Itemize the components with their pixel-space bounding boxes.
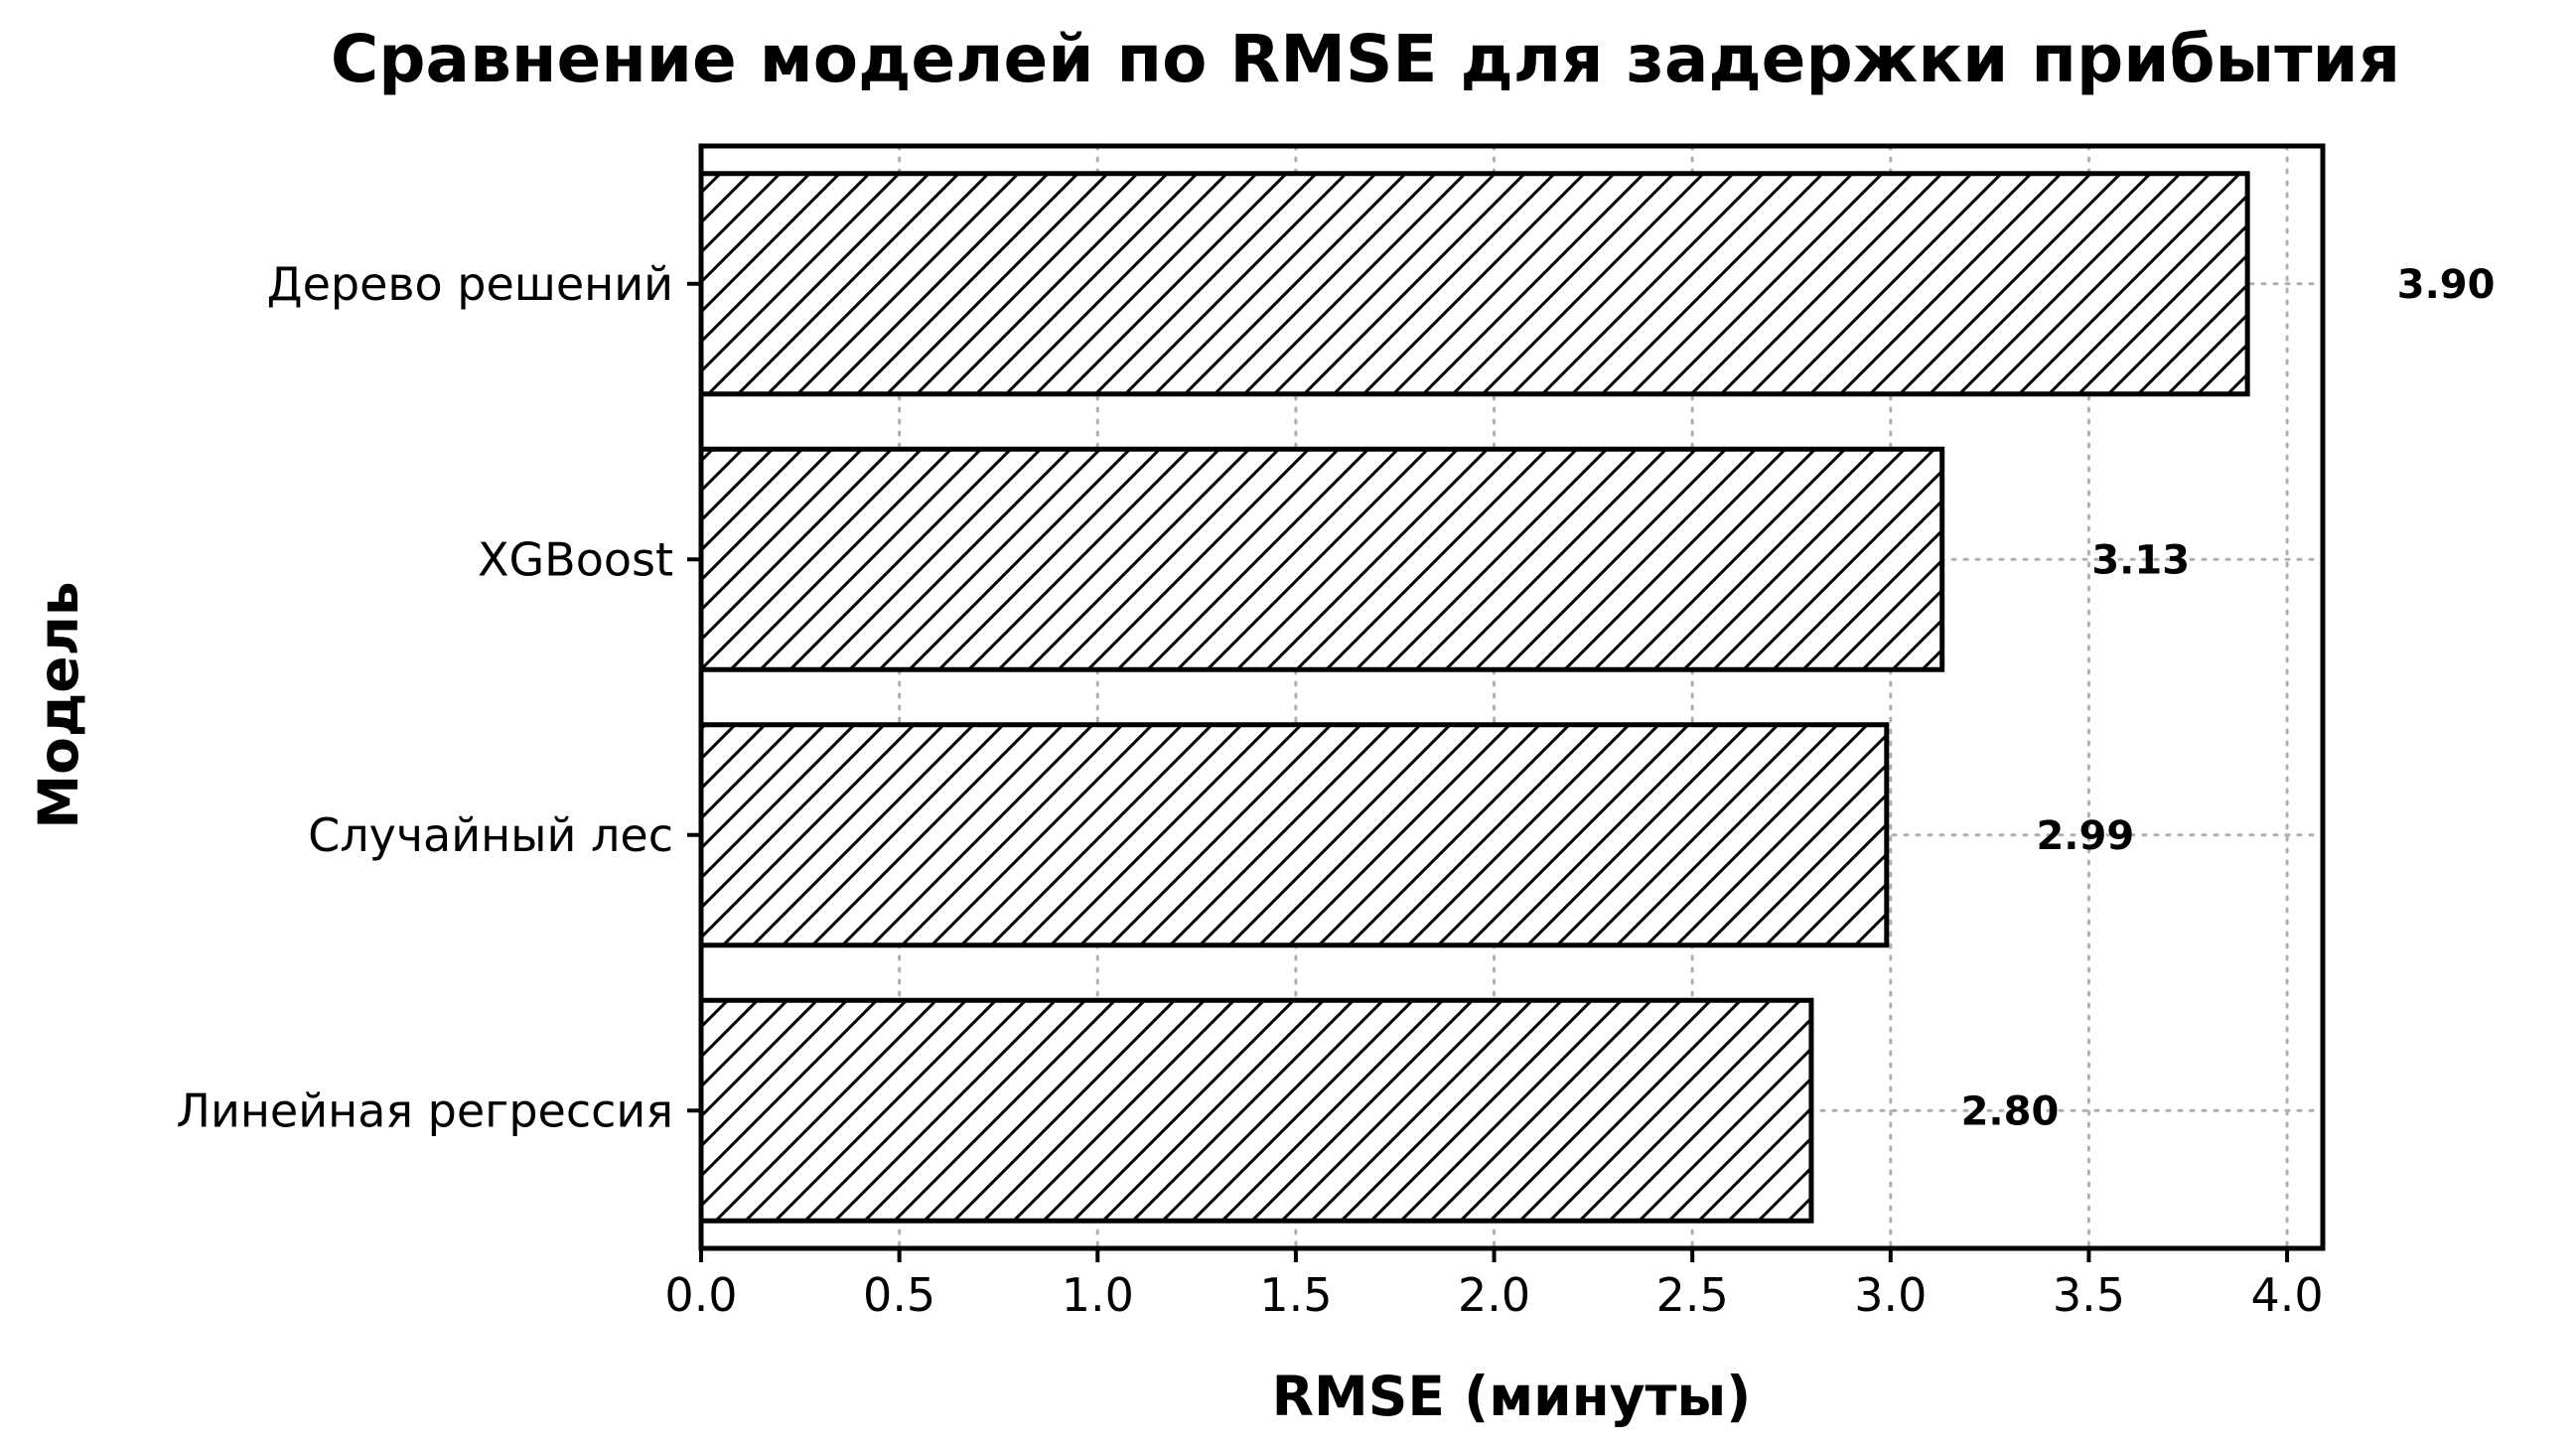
bar — [698, 171, 2250, 397]
data-label: 3.90 — [2397, 262, 2496, 308]
x-tick-label: 1.0 — [1062, 1268, 1134, 1322]
x-tick-label: 3.5 — [2053, 1268, 2125, 1322]
x-tick-label: 4.0 — [2250, 1268, 2323, 1322]
plot-frame — [698, 143, 2326, 1251]
bar — [698, 446, 1945, 672]
data-label: 2.80 — [1961, 1088, 2060, 1134]
bar — [698, 722, 1890, 948]
x-tick-label: 3.0 — [1854, 1268, 1927, 1322]
y-axis-ticks: Дерево решений XGBoost Случайный лес Линейн… — [176, 257, 701, 1137]
x-tick-label: 0.0 — [664, 1268, 737, 1322]
x-axis-label: RMSE (минуты) — [1272, 1365, 1752, 1428]
y-tick-label: Дерево решений — [267, 257, 673, 311]
y-axis-label: Модель — [27, 581, 90, 828]
y-tick-label: XGBoost — [478, 532, 673, 586]
x-tick-label: 2.5 — [1656, 1268, 1729, 1322]
data-labels: 3.90 3.13 2.99 2.80 — [1961, 262, 2496, 1135]
x-tick-label: 2.0 — [1458, 1268, 1530, 1322]
chart-title: Сравнение моделей по RMSE для задержки п… — [331, 21, 2400, 97]
y-tick-label: Линейная регрессия — [176, 1084, 673, 1137]
data-label: 2.99 — [2036, 813, 2134, 859]
x-tick-label: 0.5 — [863, 1268, 935, 1322]
y-tick-label: Случайный лес — [308, 808, 673, 862]
x-axis-ticks: 0.0 0.5 1.0 1.5 2.0 2.5 3.0 3.5 4.0 — [664, 1248, 2324, 1322]
data-label: 3.13 — [2091, 537, 2190, 583]
x-tick-label: 1.5 — [1259, 1268, 1332, 1322]
bar — [698, 997, 1814, 1224]
bars — [698, 171, 2250, 1224]
